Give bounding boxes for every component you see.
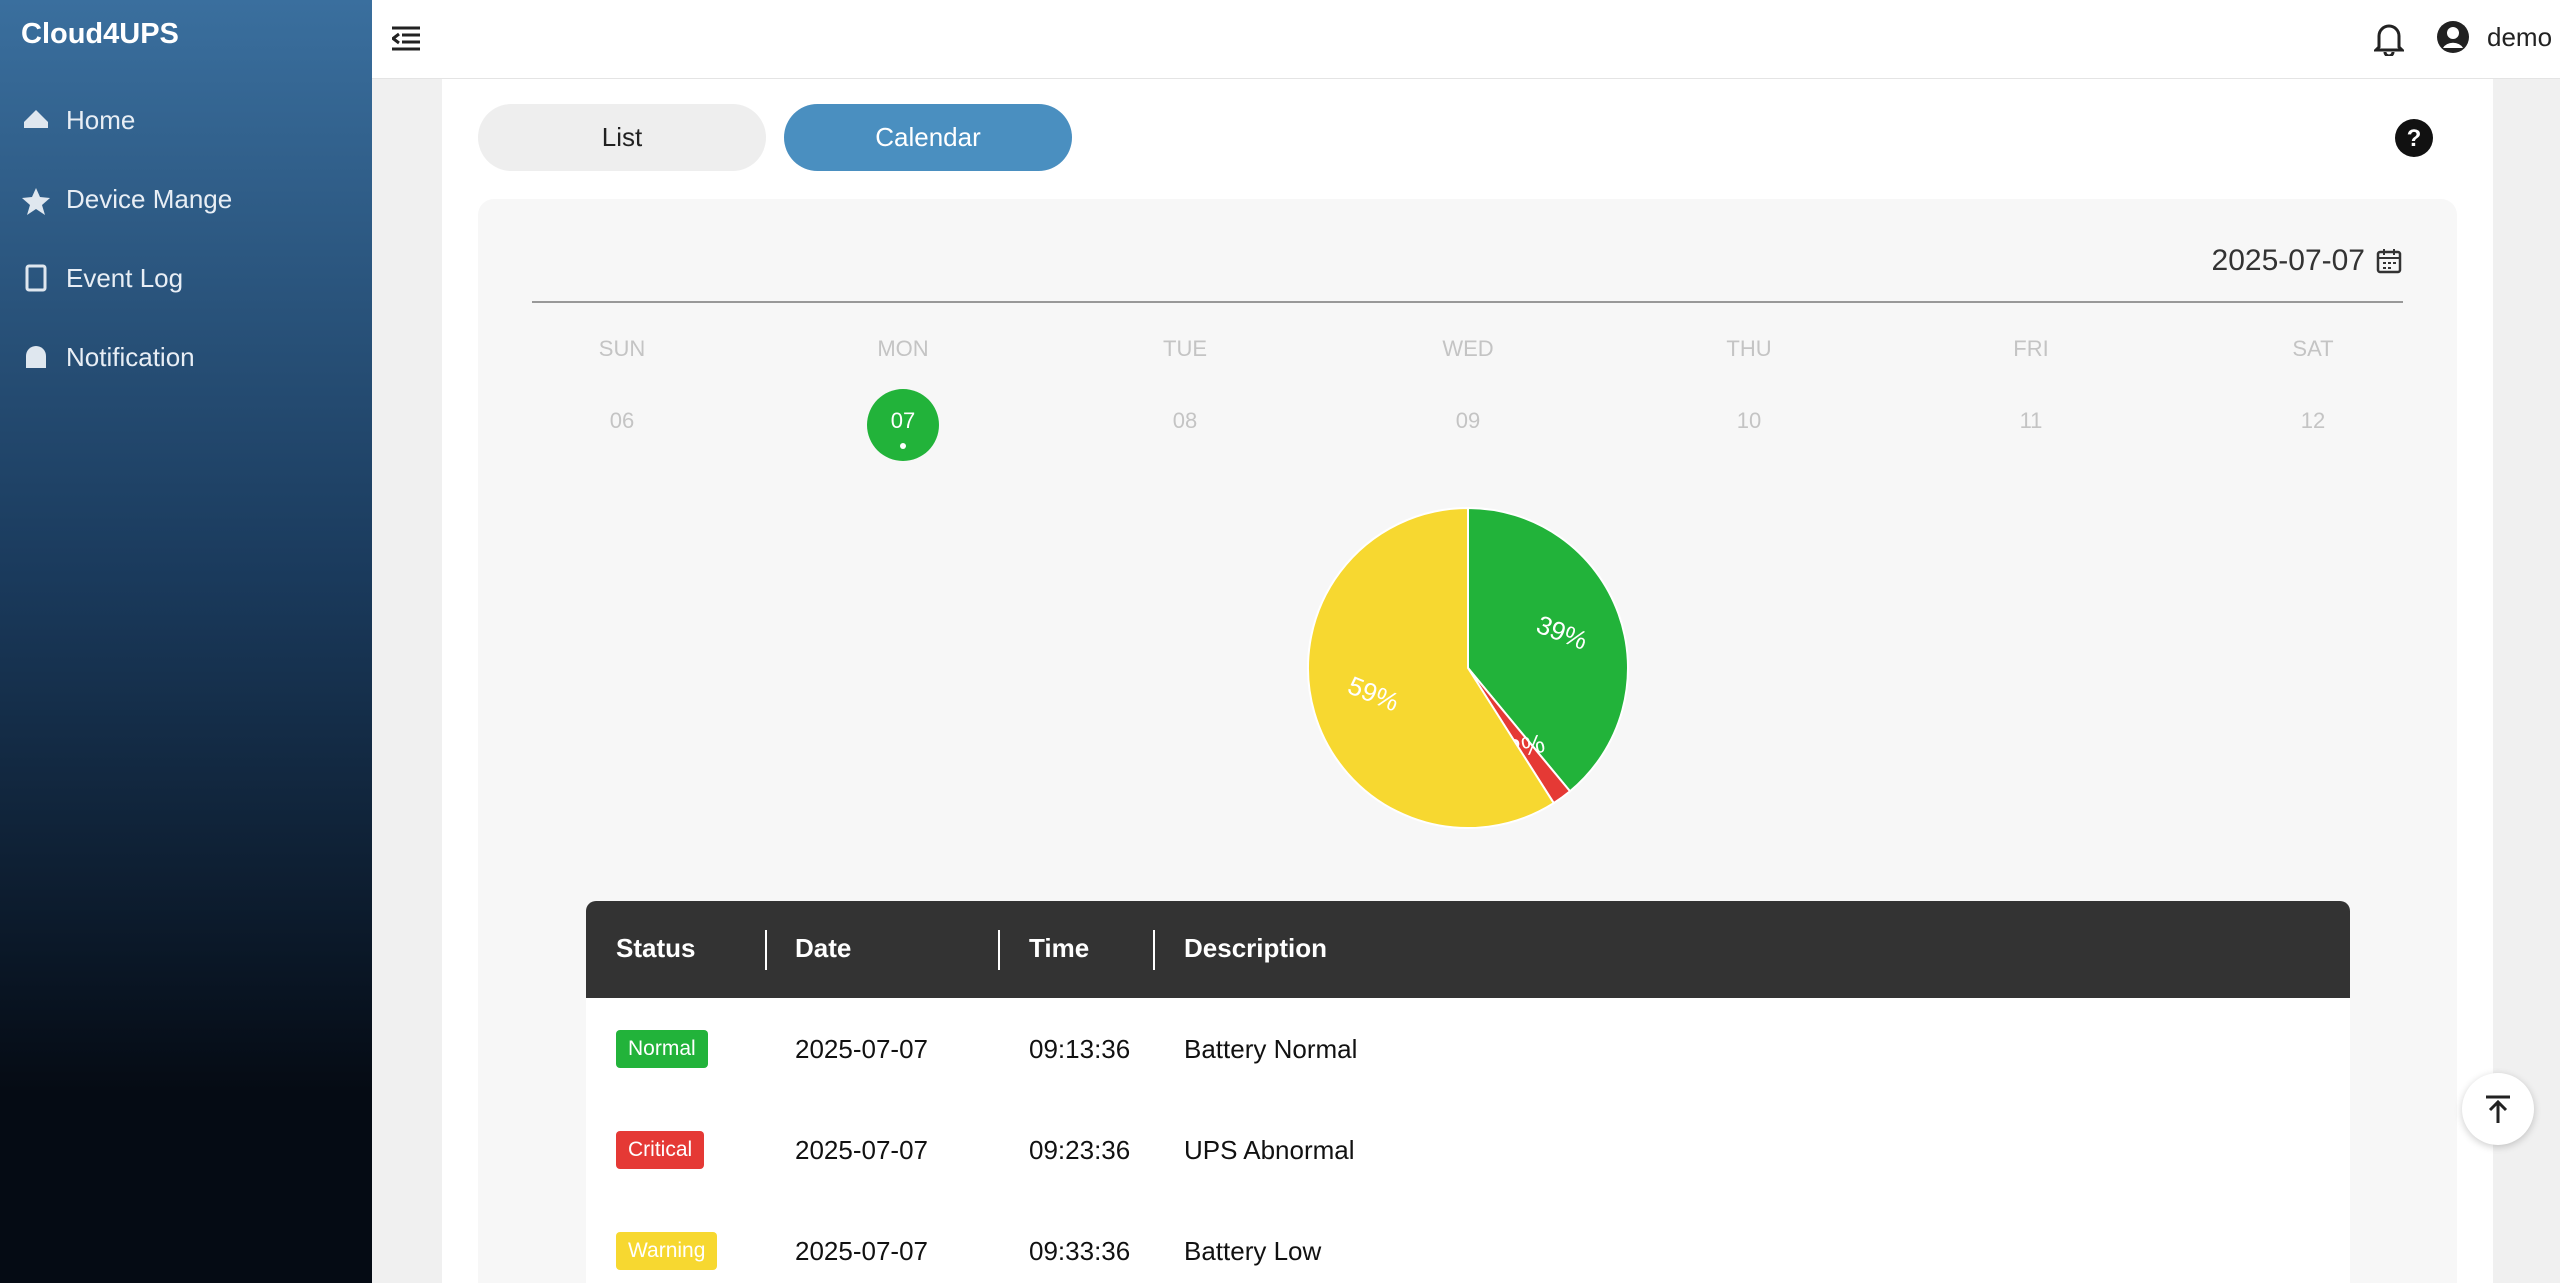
divider	[532, 301, 2403, 303]
day[interactable]: 07	[890, 408, 916, 433]
table-cell: UPS Abnormal	[1184, 1135, 1355, 1165]
pie-chart: 39%2%59%	[1307, 506, 1629, 829]
column-separator	[765, 930, 767, 970]
weekday: TUE	[1163, 336, 1207, 361]
weekday: FRI	[2013, 336, 2049, 361]
topbar	[372, 0, 2560, 79]
menu-item[interactable]: Device Mange	[66, 184, 233, 214]
help-icon[interactable]: ?	[2394, 118, 2434, 158]
sidebar: Cloud4UPS	[0, 0, 372, 1283]
table-cell: Battery Normal	[1184, 1034, 1358, 1064]
column-header: Time	[1029, 933, 1090, 963]
table-cell: Battery Low	[1184, 1236, 1322, 1266]
weekday: SUN	[598, 336, 646, 361]
pie-slice	[1307, 506, 1556, 829]
table-cell: 2025-07-07	[795, 1236, 928, 1266]
column-header: Status	[616, 933, 696, 963]
day[interactable]: 11	[2019, 408, 2043, 433]
table-cell: 2025-07-07	[795, 1135, 928, 1165]
weekday: WED	[1442, 336, 1494, 361]
menu-toggle[interactable]	[392, 26, 420, 52]
table-cell: 09:23:36	[1029, 1135, 1131, 1165]
table-row	[586, 1200, 2350, 1283]
table-cell: 2025-07-07	[795, 1034, 928, 1064]
brand: Cloud4UPS	[21, 18, 179, 50]
menu-item[interactable]: Event Log	[66, 263, 184, 293]
menu-icons	[22, 110, 50, 368]
weekday: THU	[1726, 336, 1772, 361]
back-to-top[interactable]	[2462, 1073, 2534, 1145]
menu-item[interactable]: Home	[66, 105, 136, 135]
day[interactable]: 12	[2300, 408, 2326, 433]
user-icon[interactable]	[2436, 20, 2470, 54]
status-badge: Normal	[616, 1030, 708, 1068]
weekday: MON	[877, 336, 929, 361]
day[interactable]: 10	[1736, 408, 1762, 433]
day[interactable]: 08	[1172, 408, 1198, 433]
column-separator	[998, 930, 1000, 970]
selected-day	[867, 389, 939, 461]
table-cell: 09:33:36	[1029, 1236, 1131, 1266]
svg-text:?: ?	[2407, 125, 2422, 152]
column-separator	[1153, 930, 1155, 970]
calendar-tab[interactable]: Calendar	[784, 104, 1072, 171]
status-badge: Critical	[616, 1131, 705, 1169]
menu-item[interactable]: Notification	[66, 342, 195, 372]
bell-icon[interactable]	[2374, 22, 2404, 56]
date-picker[interactable]: 2025-07-07	[2211, 244, 2365, 277]
column-header: Date	[795, 933, 852, 963]
column-header: Description	[1184, 933, 1328, 963]
table-row	[586, 1099, 2350, 1201]
calendar-icon[interactable]	[2376, 248, 2402, 274]
user-name[interactable]: demo	[2487, 22, 2553, 52]
status-badge: Warning	[616, 1232, 718, 1270]
pie-slice	[1467, 506, 1629, 793]
weekday: SAT	[2292, 336, 2334, 361]
table-cell: 09:13:36	[1029, 1034, 1131, 1064]
day[interactable]: 09	[1455, 408, 1481, 433]
table-header	[586, 901, 2350, 998]
day[interactable]: 06	[609, 408, 635, 433]
list-tab[interactable]: List	[478, 104, 766, 171]
event-dot	[900, 443, 906, 449]
